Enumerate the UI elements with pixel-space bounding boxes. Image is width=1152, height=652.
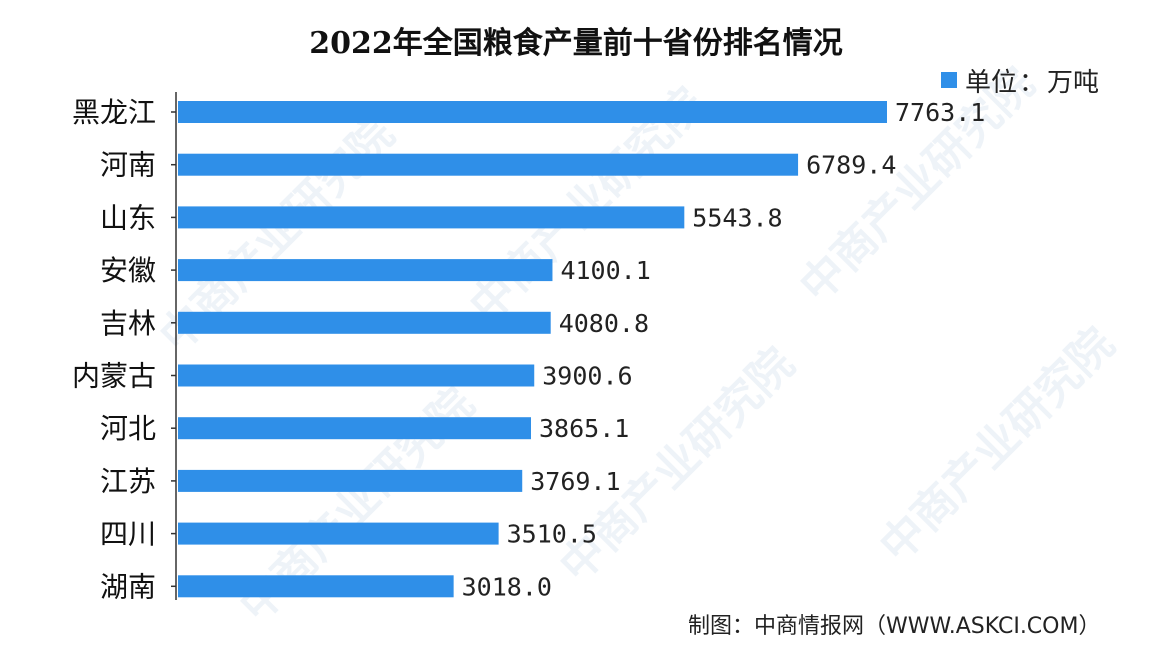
chart-title: 2022年全国粮食产量前十省份排名情况 [309, 26, 843, 61]
bar [178, 575, 454, 598]
data-label: 6789.4 [806, 151, 896, 180]
legend: 单位 ： 万吨 [941, 62, 1099, 98]
category-label: 内蒙古 [72, 360, 156, 393]
bar [178, 417, 531, 440]
data-label: 3018.0 [462, 572, 552, 601]
bar [178, 469, 523, 492]
category-label: 四川 [100, 518, 156, 551]
category-label: 河南 [100, 149, 156, 182]
legend-series-name: 单位 [965, 67, 1018, 98]
chart-credit: 制图：中商情报网（WWW.ASKCI.COM） [688, 614, 1101, 639]
category-label: 河北 [100, 412, 156, 445]
legend-separator: ： [1019, 67, 1046, 98]
bar [178, 153, 799, 176]
category-label: 湖南 [100, 570, 156, 603]
data-label: 7763.1 [895, 98, 985, 127]
category-label: 黑龙江 [72, 96, 156, 129]
data-label: 5543.8 [692, 203, 782, 232]
data-label: 4080.8 [559, 309, 649, 338]
data-label: 3769.1 [530, 467, 620, 496]
legend-unit: 万吨 [1047, 67, 1100, 98]
data-label: 4100.1 [560, 256, 650, 285]
category-label: 江苏 [100, 465, 156, 498]
bar [178, 522, 499, 545]
bar [178, 259, 553, 282]
bar [178, 206, 685, 229]
category-label: 吉林 [100, 307, 156, 340]
category-label: 安徽 [100, 254, 156, 287]
bar [178, 101, 887, 123]
data-label: 3900.6 [542, 362, 632, 391]
data-label: 3510.5 [507, 520, 597, 549]
legend-swatch [941, 72, 957, 88]
bar [178, 364, 535, 387]
category-label: 山东 [100, 201, 156, 234]
bar [178, 311, 551, 334]
data-label: 3865.1 [539, 414, 629, 443]
